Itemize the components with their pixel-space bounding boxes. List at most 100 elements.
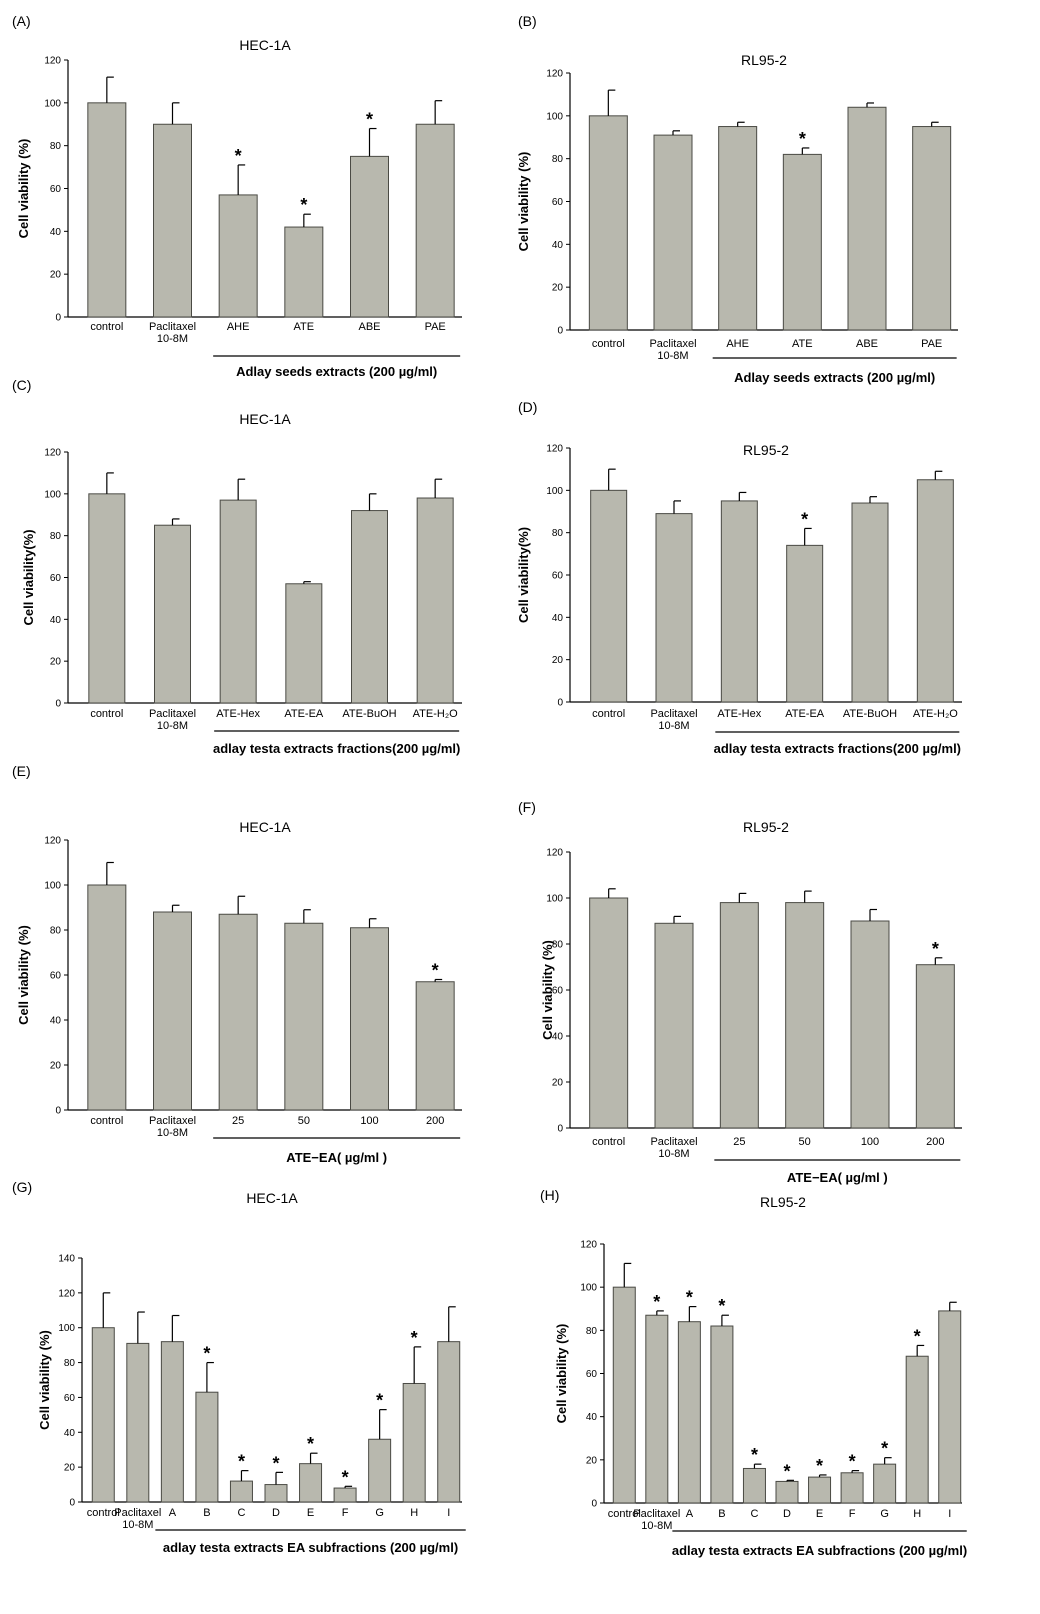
bar: [229, 1480, 253, 1503]
group-label: ATE−EA( µg/ml ): [787, 1170, 888, 1185]
significance-star: *: [653, 1292, 660, 1312]
group-label: adlay testa extracts fractions(200 µg/ml…: [213, 741, 460, 756]
significance-star: *: [411, 1328, 418, 1348]
bar: [653, 134, 693, 331]
significance-star: *: [432, 961, 439, 981]
x-tick-label: 200: [426, 1115, 444, 1127]
x-tick-label: Paclitaxel 10-8M: [650, 1136, 697, 1160]
bar: [589, 897, 629, 1129]
y-tick-label: 40: [50, 227, 62, 238]
chart-panel: (B) RL95-2 Cell viability (%) 0 20 40 60 80 100 1…: [516, 13, 958, 385]
x-tick-label: AHE: [726, 338, 749, 350]
bar: [905, 1355, 929, 1504]
bar: [742, 1467, 766, 1504]
y-tick-label: 60: [552, 571, 564, 582]
y-tick-label: 20: [552, 655, 564, 666]
y-tick-label: 40: [552, 240, 564, 251]
x-tick-label: 50: [799, 1136, 811, 1148]
x-tick-label: Paclitaxel 10-8M: [149, 1115, 196, 1139]
y-tick-label: 40: [64, 1428, 76, 1439]
x-tick-label: ATE-Hex: [717, 708, 761, 720]
y-tick-label: 40: [50, 615, 62, 626]
chart-panel: (F) RL95-2 Cell viability (%) 0 20 40 60 80 100 1…: [518, 799, 962, 1185]
significance-star: *: [932, 939, 939, 959]
y-tick-label: 60: [50, 573, 62, 584]
y-tick-label: 0: [591, 1499, 597, 1510]
y-tick-label: 120: [580, 1240, 597, 1251]
x-tick-label: A: [169, 1507, 177, 1519]
bar: [655, 513, 693, 703]
x-tick-label: Paclitaxel 10-8M: [149, 708, 196, 732]
y-tick-label: 120: [44, 836, 61, 847]
significance-star: *: [203, 1344, 210, 1364]
panel-letter: (E): [12, 763, 31, 779]
y-tick-label: 80: [552, 528, 564, 539]
y-axis-label: Cell viability (%): [16, 925, 31, 1025]
x-tick-label: B: [203, 1507, 210, 1519]
x-tick-label: I: [447, 1507, 450, 1519]
bar: [808, 1476, 832, 1504]
y-tick-label: 0: [69, 1498, 75, 1509]
group-label: ATE−EA( µg/ml ): [286, 1150, 387, 1165]
chart-title: RL95-2: [743, 819, 789, 835]
y-axis-label: Cell viability(%): [21, 529, 36, 625]
y-tick-label: 20: [50, 657, 62, 668]
y-tick-label: 100: [58, 1323, 75, 1334]
significance-star: *: [751, 1445, 758, 1465]
x-tick-label: ATE-Hex: [216, 708, 260, 720]
y-tick-label: 80: [552, 154, 564, 165]
y-tick-label: 40: [552, 1032, 564, 1043]
chart-title: RL95-2: [741, 52, 787, 68]
y-tick-label: 80: [50, 926, 62, 937]
y-tick-label: 100: [546, 486, 563, 497]
bar: [710, 1325, 734, 1504]
bar: [915, 964, 955, 1129]
bar: [219, 499, 257, 704]
bar: [195, 1391, 219, 1503]
x-tick-label: ATE-BuOH: [843, 708, 897, 720]
bar: [87, 884, 127, 1111]
x-tick-label: C: [750, 1508, 758, 1520]
x-tick-label: 25: [232, 1115, 244, 1127]
y-tick-label: 80: [50, 141, 62, 152]
bar: [590, 489, 628, 703]
bar: [775, 1480, 799, 1504]
y-tick-label: 60: [50, 184, 62, 195]
y-tick-label: 100: [44, 98, 61, 109]
bar: [87, 102, 127, 318]
bar: [677, 1321, 701, 1504]
bar: [782, 153, 822, 331]
x-tick-label: 100: [360, 1115, 378, 1127]
bar: [368, 1438, 392, 1503]
bar: [333, 1487, 357, 1503]
x-tick-label: E: [307, 1507, 314, 1519]
x-tick-label: B: [718, 1508, 725, 1520]
x-tick-label: control: [87, 1507, 120, 1519]
y-tick-label: 100: [546, 894, 563, 905]
bar: [437, 1341, 461, 1503]
x-tick-label: D: [783, 1508, 791, 1520]
y-tick-label: 80: [552, 940, 564, 951]
x-tick-label: ATE-EA: [284, 708, 324, 720]
x-tick-label: PAE: [921, 338, 942, 350]
y-axis-label: Cell viability(%): [516, 527, 531, 623]
y-tick-label: 120: [44, 56, 61, 67]
panel-letter: (D): [518, 399, 537, 415]
y-tick-label: 20: [552, 1078, 564, 1089]
x-tick-label: I: [948, 1508, 951, 1520]
y-tick-label: 120: [58, 1288, 75, 1299]
x-tick-label: D: [272, 1507, 280, 1519]
significance-star: *: [816, 1456, 823, 1476]
y-tick-label: 0: [557, 698, 563, 709]
panel-letter: (C): [12, 377, 31, 393]
bar: [916, 479, 954, 703]
y-tick-label: 40: [552, 613, 564, 624]
y-tick-label: 60: [552, 197, 564, 208]
x-tick-label: H: [913, 1508, 921, 1520]
chart-panel: (G) HEC-1A Cell viability (%) 0 20 40 60 80 100 1…: [12, 1179, 466, 1555]
bar: [912, 126, 952, 331]
x-tick-label: ATE-H₂O: [413, 708, 458, 720]
x-tick-label: ATE-BuOH: [342, 708, 396, 720]
y-tick-label: 100: [44, 489, 61, 500]
